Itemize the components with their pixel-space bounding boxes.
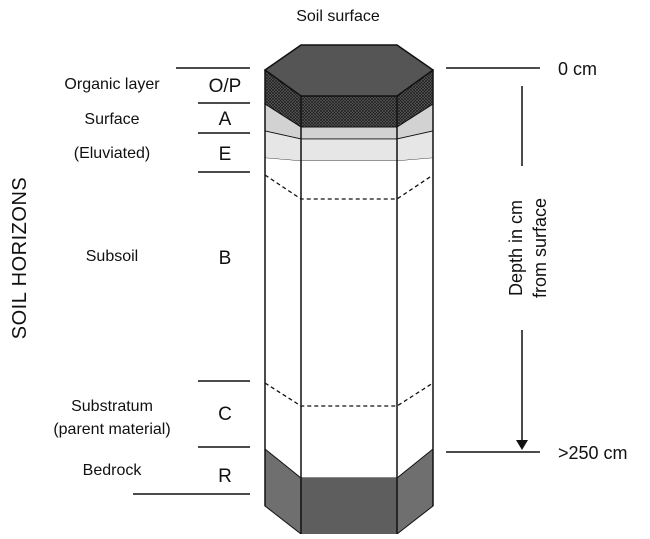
bedrock-front-face (301, 478, 397, 534)
horizon-code: B (219, 248, 232, 269)
horizon-name: (Eluviated) (74, 145, 150, 162)
subsoil-top-boundary (264, 174, 434, 200)
horizon-name-line2: (parent material) (53, 421, 170, 438)
horizon-name: Surface (84, 111, 139, 128)
substratum-top-boundary (264, 382, 434, 407)
horizon-code: O/P (209, 76, 242, 97)
horizon-labels: Organic layer O/P Surface A (Eluviated) … (53, 67, 250, 495)
horizon-code: R (218, 466, 232, 487)
horizon-code: E (219, 144, 232, 165)
depth-top-label: 0 cm (558, 59, 597, 79)
depth-caption-line1: Depth in cm (506, 200, 526, 296)
depth-axis: 0 cm >250 cm Depth in cm from surface (446, 59, 628, 463)
soil-column (263, 44, 435, 535)
soil-surface-label: Soil surface (296, 8, 380, 25)
subsoil-band (265, 158, 433, 478)
horizon-code: C (218, 404, 232, 425)
down-arrow-icon (516, 440, 528, 450)
soil-horizons-title: SOIL HORIZONS (9, 177, 31, 339)
depth-caption-line2: from surface (530, 198, 550, 298)
depth-bottom-label: >250 cm (558, 443, 628, 463)
horizon-name: Subsoil (86, 248, 138, 265)
horizon-name: Bedrock (83, 462, 143, 479)
column-top-face (263, 44, 435, 97)
horizon-name: Organic layer (64, 76, 160, 93)
horizon-code: A (219, 109, 232, 130)
horizon-name: Substratum (71, 398, 153, 415)
